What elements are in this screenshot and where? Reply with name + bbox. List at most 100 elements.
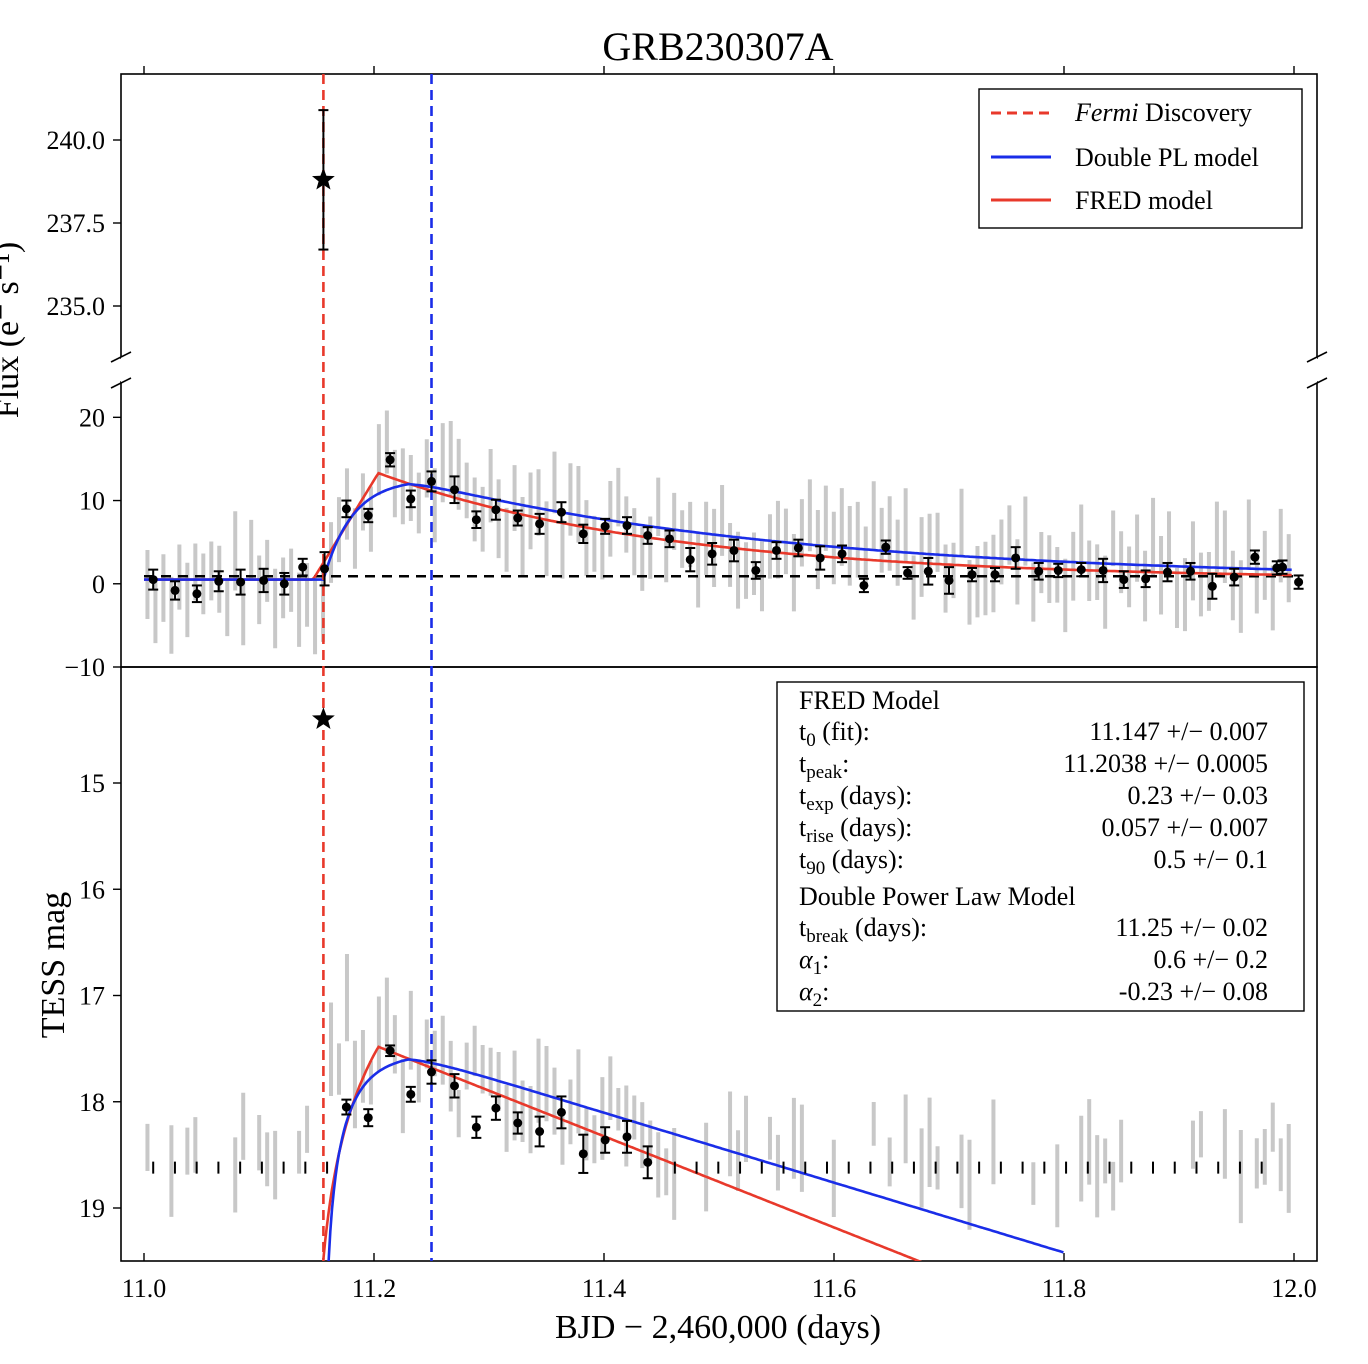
flux-point bbox=[170, 585, 180, 595]
y-tick-label-upper: 235.0 bbox=[47, 292, 106, 321]
param-label: t90 (days): bbox=[799, 845, 904, 879]
fred-heading: FRED Model bbox=[799, 686, 940, 715]
mag-point bbox=[427, 1067, 436, 1077]
param-label: tbreak (days): bbox=[799, 913, 927, 947]
fermi-mag-star bbox=[312, 707, 335, 729]
fit-parameters-box: FRED Model t0 (fit): 11.147 +/− 0.007 tpea… bbox=[776, 681, 1305, 1012]
double-pl-model-curve bbox=[144, 482, 1292, 581]
flux-point bbox=[990, 570, 1000, 580]
raw-data-bottom bbox=[145, 954, 1291, 1230]
flux-point bbox=[406, 494, 416, 504]
flux-point bbox=[665, 534, 675, 544]
model-curves-bottom bbox=[322, 1045, 1064, 1261]
flux-point bbox=[385, 455, 395, 465]
mag-point bbox=[406, 1089, 416, 1099]
legend-label-fermi: Fermi Discovery bbox=[1074, 98, 1252, 127]
flux-point bbox=[450, 485, 459, 495]
flux-point bbox=[944, 575, 954, 585]
binned-points bbox=[148, 109, 1304, 1180]
mag-point bbox=[622, 1132, 632, 1142]
flux-point bbox=[600, 521, 610, 531]
x-tick-label: 12.0 bbox=[1271, 1274, 1317, 1303]
dpl-heading: Double Power Law Model bbox=[799, 882, 1076, 911]
top-y-axis-label: Flux (e⁻ s⁻¹) bbox=[0, 242, 26, 418]
legend: Fermi Discovery Double PL model FRED mod… bbox=[978, 88, 1303, 229]
y-tick-label-upper: 240.0 bbox=[47, 126, 106, 155]
flux-point bbox=[1229, 572, 1239, 582]
param-label: trise (days): bbox=[799, 813, 912, 847]
flux-point bbox=[1076, 565, 1086, 575]
axis-ticks: 11.0 11.2 11.4 11.6 11.8 12.0 235.0 237.5 240.0 −… bbox=[47, 66, 1317, 1303]
x-axis-label: BJD − 2,460,000 (days) bbox=[555, 1309, 881, 1346]
double-pl-model-curve-mag bbox=[327, 1058, 1064, 1261]
fermi-flux-star bbox=[312, 167, 335, 190]
mag-point bbox=[513, 1118, 523, 1128]
flux-point bbox=[815, 553, 825, 563]
flux-point bbox=[1278, 562, 1287, 572]
raw-data-top bbox=[145, 410, 1291, 655]
mag-point bbox=[450, 1081, 459, 1091]
x-tick-label: 11.0 bbox=[122, 1274, 167, 1303]
flux-point bbox=[148, 575, 158, 585]
flux-point bbox=[259, 575, 269, 585]
x-tick-label: 11.8 bbox=[1042, 1274, 1087, 1303]
model-curves-top bbox=[144, 471, 1294, 581]
flux-point bbox=[320, 564, 330, 574]
bottom-axes-frame bbox=[120, 666, 1318, 1262]
flux-point bbox=[793, 543, 803, 553]
flux-point bbox=[903, 568, 913, 578]
bottom-y-axis-label: TESS mag bbox=[35, 892, 72, 1038]
mag-point bbox=[491, 1103, 501, 1113]
y-tick-label-flux: 10 bbox=[79, 487, 105, 516]
y-tick-label-flux: −10 bbox=[64, 653, 105, 682]
mag-point bbox=[578, 1149, 588, 1159]
param-value: 0.5 +/− 0.1 bbox=[1153, 845, 1268, 874]
flux-point bbox=[622, 521, 632, 531]
param-label: texp (days): bbox=[799, 781, 912, 815]
flux-point bbox=[967, 570, 977, 580]
flux-point bbox=[1294, 577, 1304, 587]
flux-point bbox=[535, 519, 545, 529]
flux-point bbox=[298, 562, 308, 572]
param-label: tpeak: bbox=[799, 749, 849, 783]
flux-point bbox=[363, 511, 373, 521]
flux-point bbox=[707, 549, 717, 559]
flux-point bbox=[1186, 566, 1195, 576]
flux-point bbox=[427, 476, 436, 486]
y-tick-label-mag: 17 bbox=[79, 982, 105, 1011]
x-tick-label: 11.6 bbox=[812, 1274, 857, 1303]
flux-point bbox=[729, 545, 739, 555]
x-tick-label: 11.2 bbox=[352, 1274, 397, 1303]
y-tick-label-mag: 19 bbox=[79, 1194, 105, 1223]
flux-point bbox=[837, 549, 847, 559]
flux-point bbox=[1119, 575, 1129, 585]
flux-point bbox=[279, 579, 289, 589]
flux-point bbox=[192, 589, 202, 599]
param-label: α1: bbox=[799, 945, 829, 979]
flux-point bbox=[1053, 565, 1063, 575]
x-tick-label: 11.4 bbox=[582, 1274, 627, 1303]
param-value: 0.6 +/− 0.2 bbox=[1153, 945, 1268, 974]
flux-point bbox=[1011, 553, 1021, 563]
legend-label-fred: FRED model bbox=[1075, 186, 1213, 215]
mag-point bbox=[363, 1113, 373, 1123]
flux-point bbox=[1098, 565, 1108, 575]
param-value: 11.147 +/− 0.007 bbox=[1089, 717, 1268, 746]
param-value: 11.2038 +/− 0.0005 bbox=[1063, 749, 1268, 778]
flux-point bbox=[491, 505, 501, 515]
axis-break-marks bbox=[110, 351, 1328, 389]
param-value: 0.057 +/− 0.007 bbox=[1101, 813, 1268, 842]
flux-point bbox=[341, 504, 351, 514]
param-label: α2: bbox=[799, 977, 829, 1011]
mag-point bbox=[471, 1122, 481, 1132]
fit-parameters-frame bbox=[776, 681, 1305, 1012]
flux-point bbox=[578, 529, 588, 539]
flux-point bbox=[685, 555, 695, 565]
mag-point bbox=[341, 1102, 351, 1112]
flux-point bbox=[1034, 566, 1044, 576]
y-tick-label-mag: 16 bbox=[79, 875, 105, 904]
flux-point bbox=[643, 531, 653, 541]
flux-point bbox=[1163, 567, 1172, 577]
flux-point bbox=[236, 577, 246, 587]
